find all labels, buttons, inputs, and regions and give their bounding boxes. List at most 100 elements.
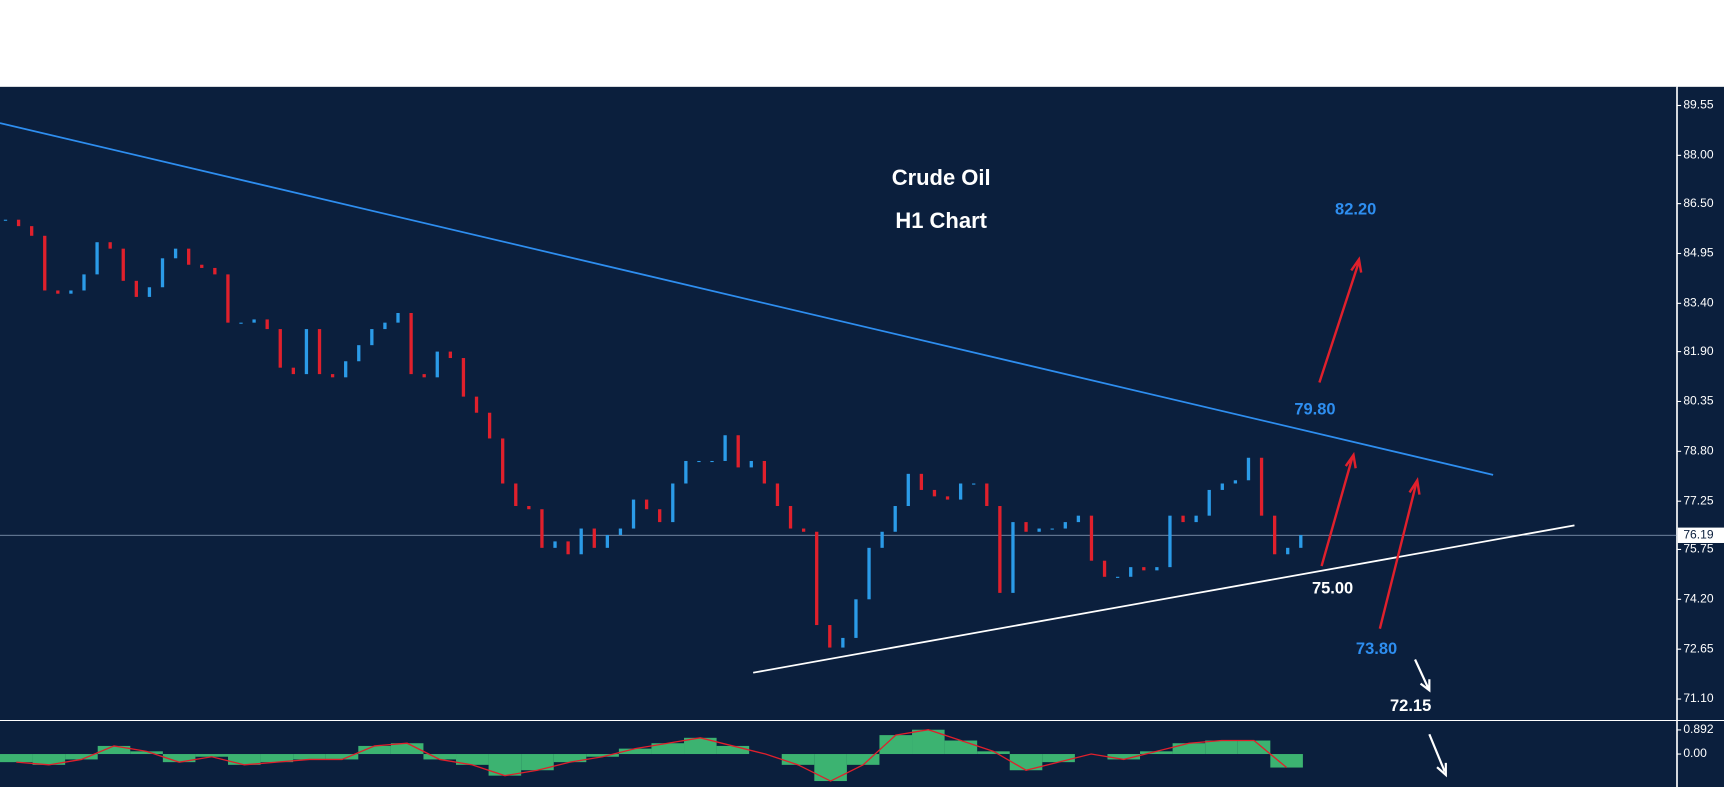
oscillator-bar [325, 754, 359, 760]
candle [1050, 528, 1054, 530]
candle [605, 534, 610, 548]
candle [775, 483, 780, 507]
marks: 89.55 88.00 86.50 84.95 83.40 81.90 80.35 78.80… [0, 98, 1724, 782]
candle [370, 329, 374, 346]
oscillator-bar [1042, 754, 1075, 763]
oscillator-bar [32, 754, 66, 765]
annotation: 73.80 [1356, 640, 1397, 658]
oscillator-bar [586, 754, 619, 757]
oscillator-bar [488, 754, 522, 776]
oscillator-bar [521, 754, 554, 771]
candle [173, 248, 178, 259]
oscillator-bar [1140, 751, 1173, 755]
candle [710, 460, 714, 463]
oscillator-bar [0, 754, 33, 763]
candle [160, 258, 165, 288]
y-tick-label: 74.20 [1683, 592, 1714, 606]
candle [801, 528, 806, 532]
plot-background [0, 86, 1677, 787]
oscillator-bar [130, 751, 163, 755]
candle [736, 435, 740, 468]
y-tick-label: 83.40 [1683, 296, 1714, 310]
candle [265, 319, 269, 330]
candle [618, 528, 623, 535]
candle [1102, 560, 1107, 577]
oscillator-bar [846, 754, 880, 765]
y-tick-label: 86.50 [1683, 196, 1714, 210]
y-tick-label: 84.95 [1683, 246, 1714, 260]
candle [985, 483, 989, 507]
candle [1089, 515, 1094, 561]
candle [788, 506, 793, 529]
arrow [1414, 659, 1431, 693]
candle [30, 226, 34, 236]
candle [906, 473, 910, 507]
oscillator-bar [879, 735, 913, 755]
candle [461, 358, 466, 397]
last-price-box [1677, 527, 1724, 543]
candle [762, 460, 767, 484]
oscillator-bar [781, 754, 815, 765]
oscillator-bar [977, 751, 1010, 755]
candle [631, 499, 636, 529]
candle [815, 531, 819, 626]
candle [893, 506, 897, 532]
candle [1207, 489, 1211, 516]
candle [1155, 567, 1159, 571]
candle [1142, 567, 1146, 571]
oscillator-bar [1205, 740, 1238, 755]
candle [1272, 515, 1277, 555]
candle [56, 290, 60, 294]
candle [1181, 515, 1185, 523]
candle [697, 460, 701, 463]
candle [749, 460, 753, 468]
candle [291, 367, 295, 375]
oscillator-bar [944, 740, 978, 755]
candle [527, 506, 531, 510]
candle [147, 287, 152, 297]
arrow [1320, 451, 1357, 567]
candle [213, 267, 217, 275]
candle [409, 312, 413, 375]
y-tick-label: 71.10 [1683, 691, 1714, 705]
candle [1168, 515, 1172, 568]
oscillator-bar [651, 743, 685, 755]
candle [1037, 528, 1041, 532]
y-tick-label: 0.892 [1683, 722, 1714, 736]
candle [82, 274, 86, 291]
oscillator-bar [293, 754, 326, 760]
signal-line [16, 729, 1288, 782]
resistance-line [0, 122, 1494, 476]
candle [487, 412, 492, 439]
candle [592, 528, 596, 548]
candle [1011, 522, 1015, 593]
candle [658, 509, 662, 523]
oscillator-bar [814, 754, 847, 782]
y-tick-label: 88.00 [1683, 148, 1714, 162]
candle [226, 274, 230, 323]
annotation: 79.80 [1294, 400, 1335, 418]
candle [644, 499, 649, 510]
oscillator-bar [195, 754, 229, 757]
arrow [1428, 733, 1447, 778]
oscillator-bar [65, 754, 98, 760]
oscillator-bar [456, 754, 489, 765]
candle [919, 473, 924, 490]
candle [972, 483, 976, 485]
candle [252, 319, 256, 323]
arrows [1318, 256, 1421, 630]
oscillator-bar [684, 737, 717, 755]
candle [1076, 515, 1081, 523]
oscillator-bar [1107, 754, 1141, 760]
candle [200, 264, 204, 268]
candle [134, 280, 138, 297]
oscillator-bar [618, 748, 652, 755]
candle [828, 625, 832, 648]
candle [1129, 567, 1133, 577]
oscillator-bar [716, 745, 750, 755]
y-tick-label: 72.65 [1683, 641, 1714, 655]
axis-panel [1677, 86, 1724, 787]
candle [383, 322, 387, 330]
